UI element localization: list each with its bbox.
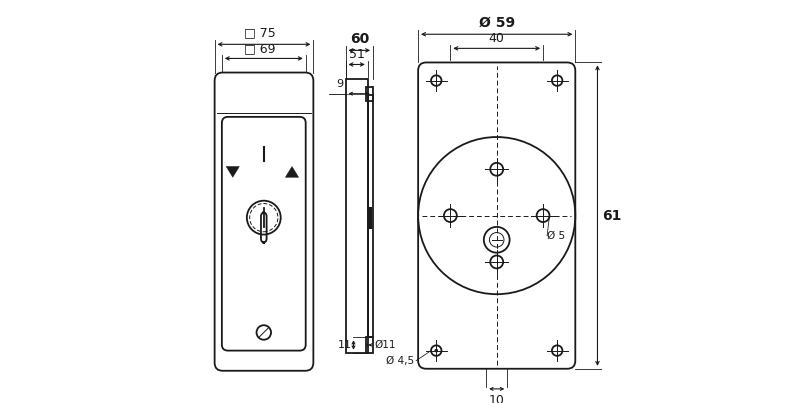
Bar (346, 79, 368, 353)
Text: Ø 59: Ø 59 (478, 15, 514, 29)
Text: 60: 60 (350, 31, 369, 46)
Text: □ 75: □ 75 (244, 27, 276, 39)
Text: 10: 10 (489, 394, 505, 403)
Text: 61: 61 (602, 209, 622, 222)
Bar (369, 208, 372, 229)
Text: Ø 4,5: Ø 4,5 (386, 356, 414, 366)
Text: Ø11: Ø11 (375, 340, 396, 350)
Polygon shape (286, 166, 298, 177)
Text: 11: 11 (338, 340, 351, 350)
Text: □ 69: □ 69 (244, 42, 275, 55)
Bar (366, 337, 373, 353)
Text: 9: 9 (336, 79, 343, 89)
Text: Ø 5: Ø 5 (547, 231, 566, 241)
Text: 51: 51 (349, 48, 365, 61)
Text: 40: 40 (489, 32, 505, 45)
Bar (368, 95, 373, 337)
Polygon shape (226, 166, 239, 177)
Bar (366, 87, 373, 101)
